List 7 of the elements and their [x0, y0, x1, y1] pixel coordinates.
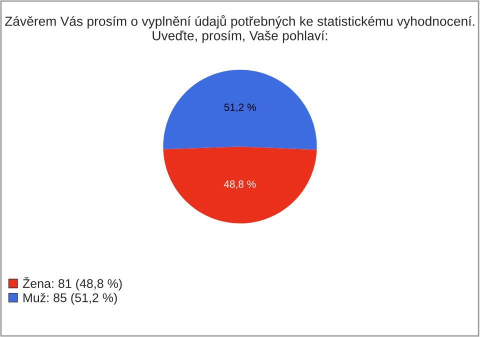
data-label: 48,8 % — [224, 180, 256, 190]
chart-title: Závěrem Vás prosím o vyplnění údajů potřebných ke statistickému vyhodnocení. Uveďte, prosím, Vaše pohlaví: — [5, 15, 474, 43]
pie-slice — [163, 70, 317, 150]
data-label: 51,2 % — [224, 104, 256, 112]
pie-slice — [163, 146, 317, 224]
legend-label: Žena: 81 (48,8 %) — [22, 276, 122, 290]
legend-label: Muž: 85 (51,2 %) — [24, 292, 117, 305]
